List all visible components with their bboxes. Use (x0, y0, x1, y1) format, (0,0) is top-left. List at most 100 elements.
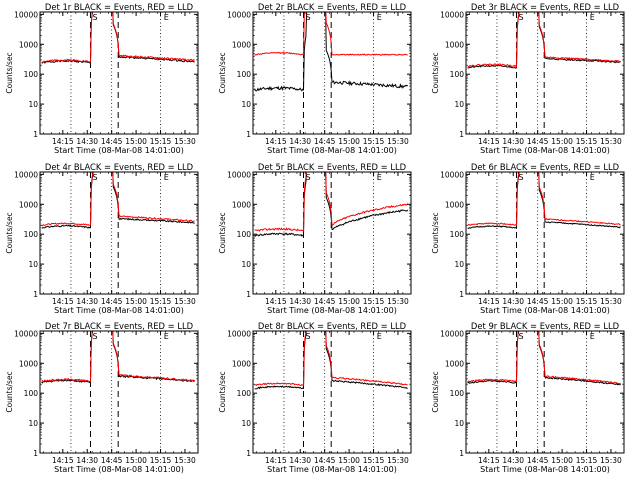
plot-area (467, 172, 621, 294)
y-tick-label: 100 (450, 230, 465, 239)
x-tick-label: 14:15 (265, 297, 287, 306)
x-tick-label: 15:30 (600, 456, 622, 465)
x-tick-label: 15:30 (387, 137, 409, 146)
saa-start-marker: S (305, 13, 310, 22)
panel-title: Det 3r BLACK = Events, RED = LLD (471, 2, 619, 12)
y-tick-label: 10 (28, 260, 38, 269)
y-tick-label: 10000 (227, 329, 251, 338)
x-tick-label: 15:00 (551, 456, 573, 465)
saa-end-marker: E (590, 13, 595, 22)
y-tick-label: 1 (459, 449, 464, 458)
y-tick-label: 1000 (232, 40, 251, 49)
plot-frame (39, 11, 199, 135)
x-tick-label: 15:15 (576, 297, 598, 306)
x-tick-label: 15:30 (174, 297, 196, 306)
x-tick-label: 14:30 (76, 297, 98, 306)
y-tick-label: 10 (241, 419, 251, 428)
y-tick-label: 10000 (440, 170, 464, 179)
x-tick-label: 15:15 (576, 137, 598, 146)
x-tick-label: 15:15 (150, 137, 172, 146)
plot-area (41, 172, 195, 294)
panel-det-4r: Det 4r BLACK = Events, RED = LLD 1 10 100 10… (5, 162, 199, 315)
plot-frame (39, 330, 199, 454)
panel-det-8r: Det 8r BLACK = Events, RED = LLD 1 10 100 10… (218, 321, 412, 474)
y-axis-label: Counts/sec (5, 52, 14, 93)
series-lld (254, 12, 408, 56)
series-lld (254, 331, 408, 387)
y-tick-label: 1 (246, 290, 251, 299)
panel-det-5r: Det 5r BLACK = Events, RED = LLD 1 10 100 10… (218, 162, 412, 315)
y-tick-label: 10 (454, 419, 464, 428)
x-tick-label: 15:15 (150, 297, 172, 306)
x-tick-label: 14:45 (527, 137, 549, 146)
y-tick-label: 1 (459, 290, 464, 299)
x-tick-label: 15:30 (600, 137, 622, 146)
y-tick-label: 10 (28, 100, 38, 109)
x-tick-label: 14:45 (314, 297, 336, 306)
series-lld (467, 172, 621, 227)
y-tick-label: 1000 (19, 40, 38, 49)
y-tick-label: 1000 (232, 359, 251, 368)
panel-title: Det 2r BLACK = Events, RED = LLD (258, 2, 406, 12)
plot-area (254, 12, 409, 134)
y-tick-label: 100 (237, 70, 252, 79)
panel-det-9r: Det 9r BLACK = Events, RED = LLD 1 10 100 10… (431, 321, 625, 474)
saa-end-marker: E (164, 332, 169, 341)
x-tick-label: 15:15 (363, 456, 385, 465)
panel-title: Det 7r BLACK = Events, RED = LLD (45, 321, 193, 331)
x-axis-label: Start Time (08-Mar-08 14:01:00) (480, 146, 610, 155)
series-lld (254, 172, 409, 232)
y-axis-label: Counts/sec (431, 371, 440, 412)
x-tick-label: 15:30 (174, 456, 196, 465)
y-tick-label: 1000 (445, 359, 464, 368)
y-axis-label: Counts/sec (431, 212, 440, 253)
x-axis-label: Start Time (08-Mar-08 14:01:00) (267, 146, 397, 155)
y-tick-label: 1 (33, 449, 38, 458)
y-tick-label: 10000 (14, 10, 38, 19)
x-tick-label: 14:30 (502, 137, 524, 146)
y-tick-label: 10000 (227, 10, 251, 19)
y-tick-label: 1 (459, 130, 464, 139)
y-tick-label: 10 (241, 100, 251, 109)
x-tick-label: 15:00 (125, 137, 147, 146)
y-tick-label: 100 (237, 230, 252, 239)
x-tick-label: 15:00 (551, 297, 573, 306)
panel-title: Det 8r BLACK = Events, RED = LLD (258, 321, 406, 331)
y-tick-label: 1000 (19, 359, 38, 368)
y-axis-label: Counts/sec (218, 52, 227, 93)
x-tick-label: 14:30 (76, 137, 98, 146)
panel-title: Det 6r BLACK = Events, RED = LLD (471, 162, 619, 172)
x-tick-label: 14:45 (527, 456, 549, 465)
panel-det-3r: Det 3r BLACK = Events, RED = LLD 1 10 100 10… (431, 2, 625, 155)
x-tick-label: 14:15 (52, 297, 74, 306)
x-tick-label: 14:45 (527, 297, 549, 306)
y-tick-label: 1000 (232, 200, 251, 209)
y-tick-label: 10000 (14, 329, 38, 338)
plot-frame (252, 171, 412, 295)
y-axis-label: Counts/sec (218, 371, 227, 412)
x-axis-label: Start Time (08-Mar-08 14:01:00) (267, 465, 397, 474)
panel-title: Det 1r BLACK = Events, RED = LLD (45, 2, 193, 12)
x-axis-label: Start Time (08-Mar-08 14:01:00) (54, 146, 184, 155)
x-tick-label: 15:15 (363, 297, 385, 306)
y-tick-label: 1 (246, 449, 251, 458)
x-tick-label: 15:30 (600, 297, 622, 306)
y-tick-label: 10000 (227, 170, 251, 179)
x-tick-label: 14:15 (478, 456, 500, 465)
plot-area (254, 172, 409, 294)
panel-title: Det 4r BLACK = Events, RED = LLD (45, 162, 193, 172)
y-tick-label: 10000 (440, 329, 464, 338)
x-axis-label: Start Time (08-Mar-08 14:01:00) (480, 306, 610, 315)
saa-end-marker: E (164, 173, 169, 182)
y-tick-label: 1000 (445, 40, 464, 49)
saa-end-marker: E (377, 173, 382, 182)
y-tick-label: 10 (454, 260, 464, 269)
x-tick-label: 14:45 (101, 297, 123, 306)
saa-end-marker: E (164, 13, 169, 22)
x-tick-label: 15:30 (387, 297, 409, 306)
panel-det-7r: Det 7r BLACK = Events, RED = LLD 1 10 100 10… (5, 321, 199, 474)
series-lld (41, 331, 196, 383)
y-axis-label: Counts/sec (5, 212, 14, 253)
x-tick-label: 15:15 (576, 456, 598, 465)
